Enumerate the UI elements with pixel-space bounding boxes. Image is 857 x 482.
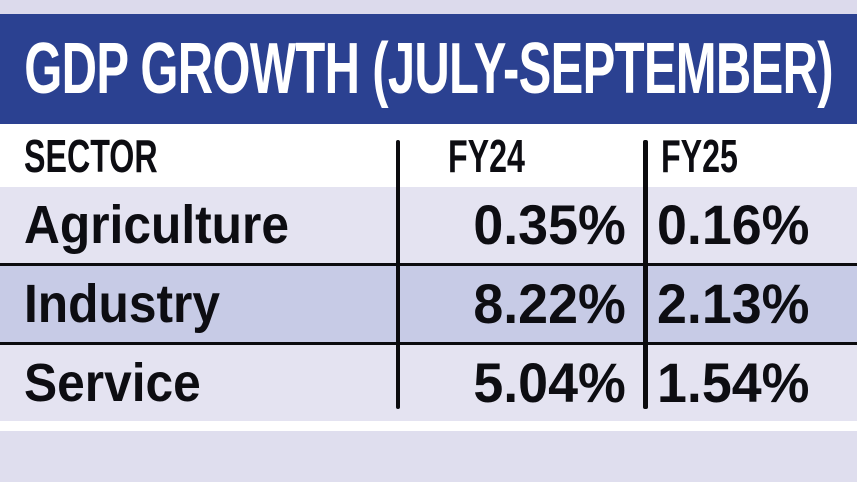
gdp-table: SECTOR FY24 FY25 Agriculture 0.35% 0.16%…: [0, 124, 857, 421]
top-strip: [0, 0, 857, 14]
page-title: GDP GROWTH (JULY-SEPTEMBER): [24, 29, 833, 109]
fy25-value-cell: 2.13%: [657, 272, 810, 335]
bottom-gap: [0, 421, 857, 431]
table-header-row: SECTOR FY24 FY25: [0, 124, 857, 187]
sector-cell: Agriculture: [24, 195, 290, 255]
column-header-sector: SECTOR: [24, 129, 158, 182]
table-row-service: Service 5.04% 1.54%: [0, 345, 857, 421]
fy25-value-cell: 1.54%: [657, 351, 810, 414]
fy24-value-cell: 8.22%: [473, 272, 626, 335]
column-header-fy24: FY24: [448, 129, 525, 182]
column-divider-fy25: [643, 140, 648, 409]
sector-cell: Service: [24, 353, 201, 413]
fy24-value-cell: 5.04%: [473, 351, 626, 414]
footer-strip: [0, 431, 857, 482]
column-divider-fy24: [396, 140, 400, 409]
table-row-agriculture: Agriculture 0.35% 0.16%: [0, 187, 857, 266]
fy25-value-cell: 0.16%: [657, 193, 810, 256]
table-row-industry: Industry 8.22% 2.13%: [0, 266, 857, 345]
column-header-fy25: FY25: [661, 129, 738, 182]
fy24-value-cell: 0.35%: [473, 193, 626, 256]
title-banner: GDP GROWTH (JULY-SEPTEMBER): [0, 14, 857, 124]
sector-cell: Industry: [24, 274, 220, 334]
